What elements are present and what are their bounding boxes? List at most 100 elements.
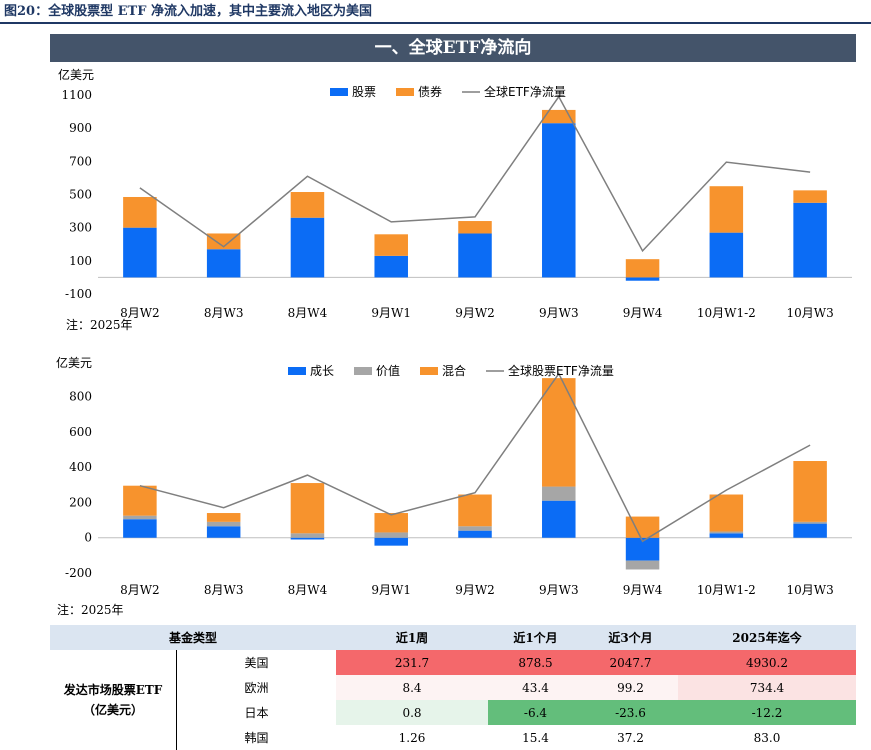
bar-股票 — [793, 202, 827, 278]
cell-1w: 231.7 — [336, 650, 488, 675]
y-tick-label: -200 — [65, 566, 92, 580]
header-1m: 近1个月 — [488, 625, 583, 650]
bar-价值 — [123, 515, 157, 520]
cell-1m: -6.4 — [488, 700, 583, 725]
bar-价值 — [625, 560, 660, 570]
x-tick-label: 10月W1-2 — [697, 306, 756, 320]
x-tick-label: 9月W1 — [371, 306, 411, 320]
cell-1m: 15.4 — [522, 730, 549, 745]
bar-股票 — [709, 232, 744, 278]
legend-swatch-债券 — [396, 88, 414, 96]
group-label-line2: （亿美元） — [82, 703, 143, 717]
x-tick-label: 10月W3 — [786, 583, 833, 597]
cell-3m: 37.2 — [617, 730, 644, 745]
table-header-row: 基金类型 近1周 近1个月 近3个月 2025年迄今 — [50, 625, 856, 650]
series-line-全球ETF净流量 — [139, 95, 811, 253]
bar-价值 — [374, 532, 408, 538]
bar-股票 — [625, 277, 660, 281]
row-label: 日本 — [244, 706, 269, 720]
cell-ytd: 83.0 — [753, 730, 781, 745]
bar-价值 — [709, 531, 744, 534]
row-label: 韩国 — [244, 731, 269, 745]
x-tick-label: 9月W2 — [455, 583, 495, 597]
bar-价值 — [458, 526, 492, 531]
bar-价值 — [542, 486, 576, 501]
y-tick-label: 900 — [69, 121, 92, 135]
y-tick-label: 600 — [69, 425, 92, 439]
bar-股票 — [206, 249, 241, 278]
x-tick-label: 8月W2 — [120, 583, 160, 597]
bar-股票 — [458, 233, 492, 278]
bar-价值 — [290, 533, 325, 538]
cell-3m: -23.6 — [583, 700, 678, 725]
bar-股票 — [374, 255, 408, 278]
bar-债券 — [290, 192, 325, 218]
y-tick-label: 100 — [69, 254, 92, 268]
legend-swatch-成长 — [288, 367, 306, 375]
x-tick-label: 9月W4 — [623, 583, 663, 597]
table-row: 欧洲 8.4 43.4 99.2 734.4 — [50, 675, 856, 700]
bar-股票 — [542, 123, 576, 278]
x-tick-label: 8月W4 — [288, 306, 328, 320]
chart2-container: 800 600 400 200 0 -200 8月W2 8月W3 8月W4 9月W1 9月W2 9月W… — [0, 358, 871, 598]
bar-成长 — [458, 530, 492, 538]
x-tick-label: 9月W4 — [623, 306, 663, 320]
section-banner: 一、全球ETF净流向 — [50, 34, 856, 62]
cell-1w: 0.8 — [336, 700, 488, 725]
legend-swatch-价值 — [354, 367, 372, 375]
cell-1w: 1.26 — [398, 730, 426, 745]
cell-ytd: 734.4 — [678, 675, 856, 700]
cell-3m: 99.2 — [583, 675, 678, 700]
group-label: 发达市场股票ETF （亿美元） — [50, 650, 177, 750]
chart1-unit-label: 亿美元 — [58, 68, 95, 82]
bar-价值 — [206, 521, 241, 527]
title-rule — [0, 22, 871, 24]
legend-label: 成长 — [310, 364, 334, 378]
bar-债券 — [206, 233, 241, 250]
bar-混合 — [123, 485, 157, 516]
y-tick-label: 1100 — [61, 88, 92, 102]
bar-成长 — [709, 533, 744, 538]
table-row: 发达市场股票ETF （亿美元） 美国 231.7 878.5 2047.7 49… — [50, 650, 856, 750]
bar-混合 — [709, 494, 744, 532]
x-tick-label: 8月W3 — [204, 583, 244, 597]
chart2-svg: 800 600 400 200 0 -200 8月W2 8月W3 8月W4 9月W1 9月W2 9月W… — [65, 363, 852, 597]
x-tick-label: 9月W3 — [539, 306, 579, 320]
header-3m: 近3个月 — [583, 625, 678, 650]
bar-债券 — [542, 109, 576, 124]
bar-混合 — [206, 513, 241, 522]
y-tick-label: 300 — [69, 221, 92, 235]
chart1-note: 注：2025年 — [66, 318, 133, 332]
x-tick-label: 10月W1-2 — [697, 583, 756, 597]
legend-label: 债券 — [418, 84, 442, 99]
y-tick-label: 400 — [69, 460, 92, 474]
bar-股票 — [290, 217, 325, 278]
bar-成长 — [793, 523, 827, 538]
chart1-svg: 1100 900 700 500 300 100 -100 8月W2 8月W3 8月W4 9月W1 9… — [61, 84, 852, 320]
header-1w: 近1周 — [336, 625, 488, 650]
cell-ytd: -12.2 — [678, 700, 856, 725]
bar-混合 — [625, 516, 660, 538]
x-tick-label: 8月W4 — [288, 583, 328, 597]
y-tick-label: -100 — [65, 287, 92, 301]
y-tick-label: 200 — [69, 495, 92, 509]
cell-1m: 878.5 — [488, 650, 583, 675]
legend-label: 股票 — [352, 85, 376, 99]
cell-1w: 8.4 — [336, 675, 488, 700]
chart2-unit-label: 亿美元 — [56, 356, 93, 370]
y-tick-label: 700 — [69, 154, 92, 168]
cell-3m: 2047.7 — [583, 650, 678, 675]
legend-label: 混合 — [442, 363, 466, 378]
bar-债券 — [123, 196, 157, 228]
fund-flow-table: 基金类型 近1周 近1个月 近3个月 2025年迄今 发达市场股票ETF （亿美… — [50, 625, 856, 750]
bar-混合 — [290, 483, 325, 534]
bar-价值 — [793, 521, 827, 524]
header-ytd: 2025年迄今 — [678, 625, 856, 650]
bar-混合 — [458, 494, 492, 527]
cell-ytd: 4930.2 — [678, 650, 856, 675]
bar-股票 — [123, 227, 157, 278]
y-tick-label: 0 — [84, 531, 92, 545]
chart1-container: 1100 900 700 500 300 100 -100 8月W2 8月W3 8月W4 9月W1 9… — [0, 80, 871, 320]
bar-债券 — [709, 186, 744, 233]
bar-成长 — [374, 537, 408, 546]
